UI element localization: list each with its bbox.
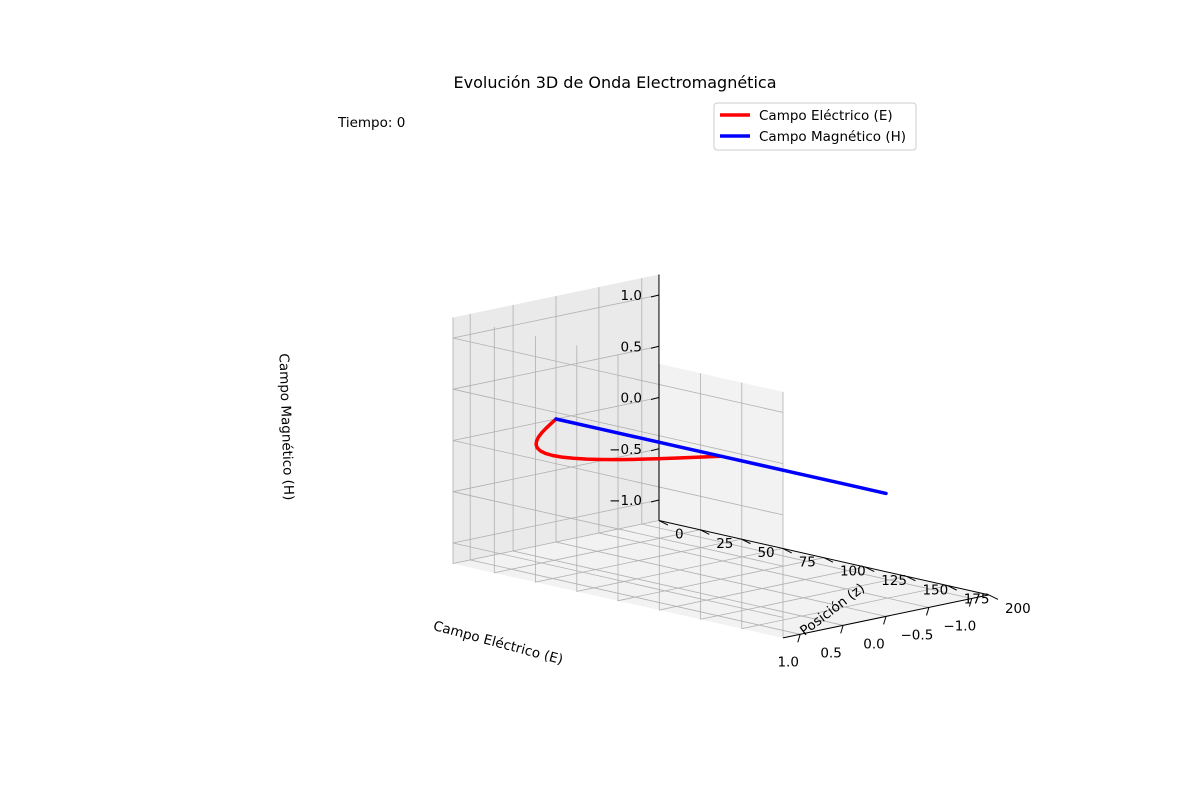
x-gridline-0 — [452, 317, 660, 564]
e-field-line — [534, 417, 723, 462]
x-tick-3-label: 75 — [799, 554, 816, 570]
y-axis-label: Campo Eléctrico (E) — [431, 618, 564, 668]
y-gridline-0 — [641, 278, 972, 599]
z-tick-4-label: 1.0 — [620, 288, 641, 304]
y-tick-2-mark — [883, 616, 887, 625]
z-gridline-1 — [452, 448, 784, 567]
y-gridline-4 — [469, 313, 801, 635]
z-gridline-4 — [452, 294, 784, 413]
y-tick-3-mark — [840, 625, 844, 634]
x-gridline-7 — [741, 382, 948, 630]
z-tick-0-mark — [650, 499, 660, 503]
x-tick-1-label: 25 — [716, 536, 733, 552]
tick-marks: 0 25 50 75 100 125 150 175 200 −1.0 −0.5 0.0 0.5 1.0 −… — [609, 288, 1031, 670]
y-tick-1-label: −0.5 — [901, 627, 934, 643]
z-tick-0-label: −1.0 — [609, 493, 642, 509]
x-gridline-4 — [617, 354, 825, 602]
x-tick-2-mark — [741, 538, 751, 545]
z-tick-3-mark — [650, 345, 660, 349]
x-tick-1-mark — [699, 529, 710, 535]
x-tick-3-mark — [782, 547, 792, 554]
z-axis-label: Campo Magnético (H) — [275, 353, 296, 501]
y-gridline-3 — [512, 304, 844, 626]
z-gridline-0 — [452, 499, 784, 618]
h-field-line — [554, 417, 888, 496]
x-gridline-1 — [493, 326, 701, 574]
z-tick-2-mark — [650, 397, 660, 401]
x-tick-0-mark — [658, 520, 669, 526]
x-tick-2-label: 50 — [757, 545, 774, 561]
x-tick-5-mark — [864, 566, 875, 572]
y-tick-1-mark — [926, 607, 930, 616]
x-tick-6-label: 150 — [922, 582, 948, 598]
z-tick-4-mark — [650, 294, 660, 298]
legend-label-h-field: Campo Magnético (H) — [759, 129, 906, 145]
z-gridline-2 — [452, 397, 784, 516]
z-tick-1-mark — [650, 448, 660, 452]
z-tick-3-label: 0.5 — [620, 339, 641, 355]
x-tick-4-mark — [823, 557, 834, 563]
x-tick-7-label: 175 — [964, 592, 990, 608]
series-lines — [534, 417, 888, 496]
x-gridline-2 — [535, 336, 742, 583]
x-tick-7-mark — [947, 585, 957, 591]
x-tick-0-label: 0 — [675, 527, 684, 543]
y-tick-4-label: 1.0 — [777, 654, 798, 670]
legend-label-e-field: Campo Eléctrico (E) — [759, 108, 893, 124]
x-tick-4-label: 100 — [840, 564, 866, 580]
y-gridline-1 — [598, 287, 929, 608]
y-gridline-2 — [555, 296, 887, 617]
legend-box — [713, 102, 917, 151]
x-gridline-3 — [576, 345, 783, 592]
chart-title: Evolución 3D de Onda Electromagnética — [454, 73, 777, 92]
x-tick-8-label: 200 — [1005, 601, 1031, 617]
y-tick-0-mark — [968, 598, 973, 607]
z-tick-1-label: −0.5 — [609, 442, 642, 458]
y-tick-3-label: 0.5 — [820, 645, 841, 661]
x-tick-5-label: 125 — [881, 573, 907, 589]
y-tick-4-mark — [797, 634, 801, 643]
x-tick-8-mark — [988, 594, 999, 600]
z-tick-2-label: 0.0 — [620, 391, 641, 407]
y-tick-0-label: −1.0 — [943, 619, 976, 635]
x-gridline-6 — [700, 373, 907, 620]
legend: Campo Eléctrico (E) Campo Magnético (H) — [713, 102, 917, 151]
z-gridline-3 — [452, 345, 784, 464]
time-annotation: Tiempo: 0 — [337, 115, 405, 131]
x-tick-6-mark — [906, 575, 916, 582]
y-tick-2-label: 0.0 — [863, 636, 884, 652]
